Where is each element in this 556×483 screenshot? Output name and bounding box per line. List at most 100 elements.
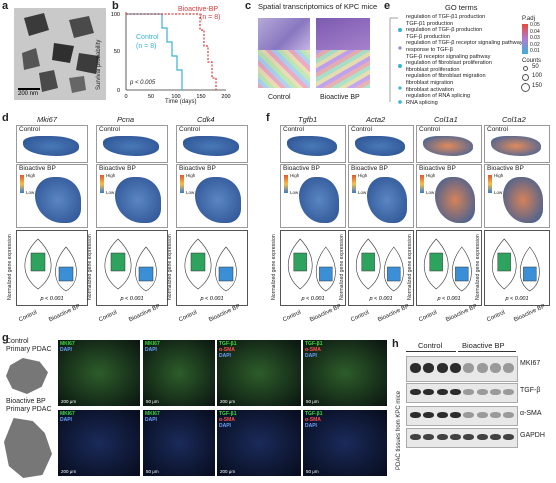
h-group-control-line bbox=[406, 351, 456, 352]
color-bar bbox=[420, 175, 424, 193]
control-map-label: Control bbox=[19, 126, 40, 133]
violin-box: p < 0.001 bbox=[484, 230, 550, 306]
count-50: 50 bbox=[532, 64, 539, 70]
blot-band bbox=[410, 363, 421, 373]
blot-band bbox=[436, 389, 448, 395]
low-label: Low bbox=[358, 190, 367, 195]
go-term: TGF-β receptor signaling pathway bbox=[406, 53, 491, 60]
panel-a-letter: a bbox=[2, 0, 9, 12]
micro-label: DAPI bbox=[305, 423, 317, 429]
padj-value: 0.01 bbox=[530, 48, 540, 54]
padj-value: 0.02 bbox=[530, 41, 540, 48]
violin-pvalue: p < 0.001 bbox=[199, 296, 223, 302]
micro-label: TGF-β1 bbox=[305, 341, 323, 347]
g-control-label: Control Primary PDAC bbox=[6, 338, 52, 353]
micro-label: MKI67 bbox=[60, 341, 75, 347]
blot-band bbox=[449, 363, 461, 373]
protein-label: α-SMA bbox=[520, 410, 542, 417]
blot-band bbox=[410, 412, 421, 418]
control-tissue-map bbox=[23, 136, 79, 156]
low-label: Low bbox=[494, 190, 503, 195]
protein-label: TGF-β bbox=[520, 387, 541, 394]
micro-scale: 200 μm bbox=[61, 399, 77, 404]
survival-ylabel: Survival probability bbox=[96, 39, 102, 90]
survival-pvalue: p < 0.005 bbox=[130, 80, 156, 86]
bioactive-map-label: Bioactive BP bbox=[283, 165, 320, 172]
micro-label: DAPI bbox=[145, 347, 157, 353]
control-cluster-slide bbox=[258, 50, 310, 88]
g-bioactive-label: Bioactive BP Primary PDAC bbox=[6, 398, 52, 413]
survival-xlabel: Time (days) bbox=[165, 99, 197, 105]
xcat-control: Control bbox=[98, 309, 119, 324]
blot-band bbox=[489, 412, 501, 418]
xcat-bioactive: Bioactive BP bbox=[47, 303, 81, 324]
micro-scale: 50 μm bbox=[306, 469, 319, 474]
low-label: Low bbox=[106, 190, 115, 195]
control-map-label: Control bbox=[283, 126, 304, 133]
blot-band bbox=[476, 434, 488, 440]
violin-plot: p < 0.001 bbox=[423, 238, 472, 302]
panel-b-letter: b bbox=[112, 0, 119, 12]
micrograph: TGF-β1 α-SMA DAPI 200 μm bbox=[217, 410, 301, 476]
violin-pvalue: p < 0.001 bbox=[119, 296, 143, 302]
gene-name: Tgfb1 bbox=[298, 115, 318, 124]
protein-label: GAPDH bbox=[520, 432, 545, 439]
micro-scale: 200 μm bbox=[220, 399, 236, 404]
svg-text:100: 100 bbox=[171, 94, 180, 100]
violin-box: p < 0.001 bbox=[16, 230, 88, 306]
xcat-bioactive: Bioactive BP bbox=[376, 303, 411, 324]
panel-d-letter: d bbox=[2, 112, 9, 124]
g-bioactive-tissue bbox=[4, 418, 52, 478]
bioactive-n: (n = 8) bbox=[200, 14, 221, 21]
violin-box: p < 0.001 bbox=[176, 230, 248, 306]
panel-f-letter: f bbox=[266, 112, 270, 124]
blot-band bbox=[503, 389, 515, 395]
high-label: High bbox=[426, 173, 436, 178]
bioactive-map: Bioactive BP High Low bbox=[16, 164, 88, 228]
spatial-bioactive-label: Bioactive BP bbox=[320, 94, 360, 101]
blot-band bbox=[423, 389, 435, 395]
xcat-control: Control bbox=[18, 309, 39, 324]
micro-label: DAPI bbox=[219, 353, 231, 359]
go-title: GO terms bbox=[445, 3, 478, 12]
control-tissue-map bbox=[423, 136, 473, 156]
panel-g-letter: g bbox=[2, 332, 9, 344]
bioactive-map: Bioactive BP High Low bbox=[280, 164, 346, 228]
bioactive-map-label: Bioactive BP bbox=[487, 165, 524, 172]
control-tissue-map bbox=[287, 136, 337, 156]
bioactive-legend: Bioactive-BP bbox=[178, 6, 219, 13]
micro-label: DAPI bbox=[305, 353, 317, 359]
micro-label: α-SMA bbox=[219, 347, 235, 353]
panel-h-letter: h bbox=[392, 338, 399, 350]
high-label: High bbox=[494, 173, 504, 178]
violin-ylabel: Normalized gene expression bbox=[167, 234, 173, 300]
go-term: TGF-β production bbox=[406, 33, 450, 40]
control-map-label: Control bbox=[99, 126, 120, 133]
gene-name: Col1a1 bbox=[434, 115, 458, 124]
bioactive-tissue-map bbox=[503, 177, 543, 223]
ytick-100: 100 bbox=[111, 12, 120, 18]
survival-chart: 100 50 0 0 50 100 150 200 bbox=[111, 12, 231, 100]
blot-band bbox=[489, 389, 501, 395]
control-map: Control bbox=[348, 125, 414, 163]
blot-band bbox=[476, 389, 488, 395]
bioactive-map: Bioactive BP High Low bbox=[416, 164, 482, 228]
go-term: fibroblast activation bbox=[406, 86, 454, 93]
blot-band bbox=[410, 389, 421, 395]
go-term: regulation of TGF-β1 production bbox=[406, 14, 486, 20]
spatial-control-label: Control bbox=[268, 94, 291, 101]
control-tissue-map bbox=[491, 136, 541, 156]
micro-label: TGF-β1 bbox=[219, 411, 237, 417]
micro-label: TGF-β1 bbox=[305, 411, 323, 417]
blot-row bbox=[406, 406, 518, 426]
protein-label: MKI67 bbox=[520, 360, 541, 367]
violin-plot: p < 0.001 bbox=[287, 238, 336, 302]
color-bar bbox=[284, 175, 288, 193]
micro-scale: 50 μm bbox=[306, 399, 319, 404]
count-150: 150 bbox=[532, 83, 543, 89]
blot-band bbox=[436, 363, 448, 373]
bioactive-map-label: Bioactive BP bbox=[19, 165, 56, 172]
control-legend: Control bbox=[136, 34, 159, 41]
micrograph: MKI67 DAPI 200 μm bbox=[58, 410, 140, 476]
control-map: Control bbox=[484, 125, 550, 163]
